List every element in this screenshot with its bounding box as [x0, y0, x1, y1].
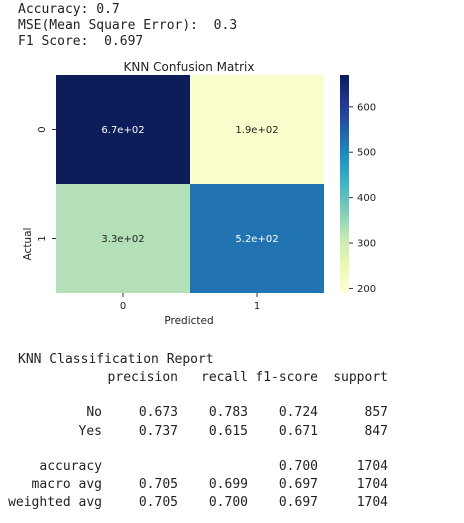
x-tick-label: 0: [120, 301, 126, 312]
chart-title: KNN Confusion Matrix: [124, 60, 255, 74]
report-header: recall: [201, 370, 248, 385]
heatmap-annotations: 6.7e+02 1.9e+02 3.3e+02 5.2e+02: [101, 125, 278, 245]
cell-annotation: 1.9e+02: [235, 125, 278, 136]
mse-line: MSE(Mean Square Error): 0.3: [18, 18, 238, 33]
heatmap-cells: [56, 75, 324, 293]
report-row-label: accuracy: [39, 459, 102, 474]
report-cell: 0.700: [208, 495, 248, 510]
report-cell: 847: [364, 424, 388, 439]
report-row-label: Yes: [78, 424, 102, 439]
report-cell: 1704: [356, 459, 388, 474]
report-cell: 0.615: [208, 424, 248, 439]
heatmap-cell: [56, 184, 190, 293]
cell-annotation: 5.2e+02: [235, 234, 278, 245]
report-header: support: [333, 370, 388, 385]
colorbar-tick-label: 600: [357, 102, 376, 113]
metrics-output: Accuracy: 0.7 MSE(Mean Square Error): 0.3…: [18, 2, 237, 50]
report-cell: 0.705: [138, 495, 178, 510]
report-cell: 0.705: [138, 477, 178, 492]
cell-annotation: 6.7e+02: [101, 125, 144, 136]
cell-annotation: 3.3e+02: [101, 234, 144, 245]
report-row-label: No: [86, 405, 102, 420]
report-cell: 0.700: [278, 459, 318, 474]
colorbar-tick-label: 500: [357, 148, 376, 159]
report-cell: 0.697: [278, 495, 318, 510]
x-axis-label: Predicted: [164, 315, 213, 327]
heatmap-cell: [56, 75, 190, 184]
report-cell: 0.737: [138, 424, 178, 439]
colorbar: [340, 75, 349, 293]
f1-score-line: F1 Score: 0.697: [18, 34, 144, 49]
report-row-label: weighted avg: [8, 495, 102, 510]
x-tick-label: 1: [254, 301, 260, 312]
y-tick-label: 0: [37, 126, 48, 132]
colorbar-tick-label: 300: [357, 239, 376, 250]
report-header: precision: [107, 370, 178, 385]
colorbar-tick-label: 400: [357, 193, 376, 204]
report-cell: 1704: [356, 477, 388, 492]
confusion-matrix-chart: KNN Confusion Matrix 6.7e+02 1.9e+02 3.3e+…: [22, 60, 376, 327]
report-cell: 0.724: [278, 405, 318, 420]
colorbar-ticks: 200 300 400 500 600: [349, 102, 376, 295]
report-title: KNN Classification Report: [18, 352, 214, 367]
report-cell: 0.783: [208, 405, 248, 420]
heatmap-cell: [190, 75, 324, 184]
report-cell: 0.697: [278, 477, 318, 492]
report-cell: 0.699: [208, 477, 248, 492]
report-row-label: macro avg: [31, 477, 102, 492]
y-axis-ticks: 01: [37, 126, 56, 242]
y-axis-label: Actual: [22, 228, 34, 261]
accuracy-line: Accuracy: 0.7: [18, 2, 120, 17]
report-cell: 1704: [356, 495, 388, 510]
report-cell: 857: [364, 405, 388, 420]
report-cell: 0.673: [138, 405, 178, 420]
y-tick-label: 1: [37, 235, 48, 241]
report-header: f1-score: [255, 370, 318, 385]
heatmap-cell: [190, 184, 324, 293]
report-cell: 0.671: [278, 424, 318, 439]
colorbar-tick-label: 200: [357, 284, 376, 295]
